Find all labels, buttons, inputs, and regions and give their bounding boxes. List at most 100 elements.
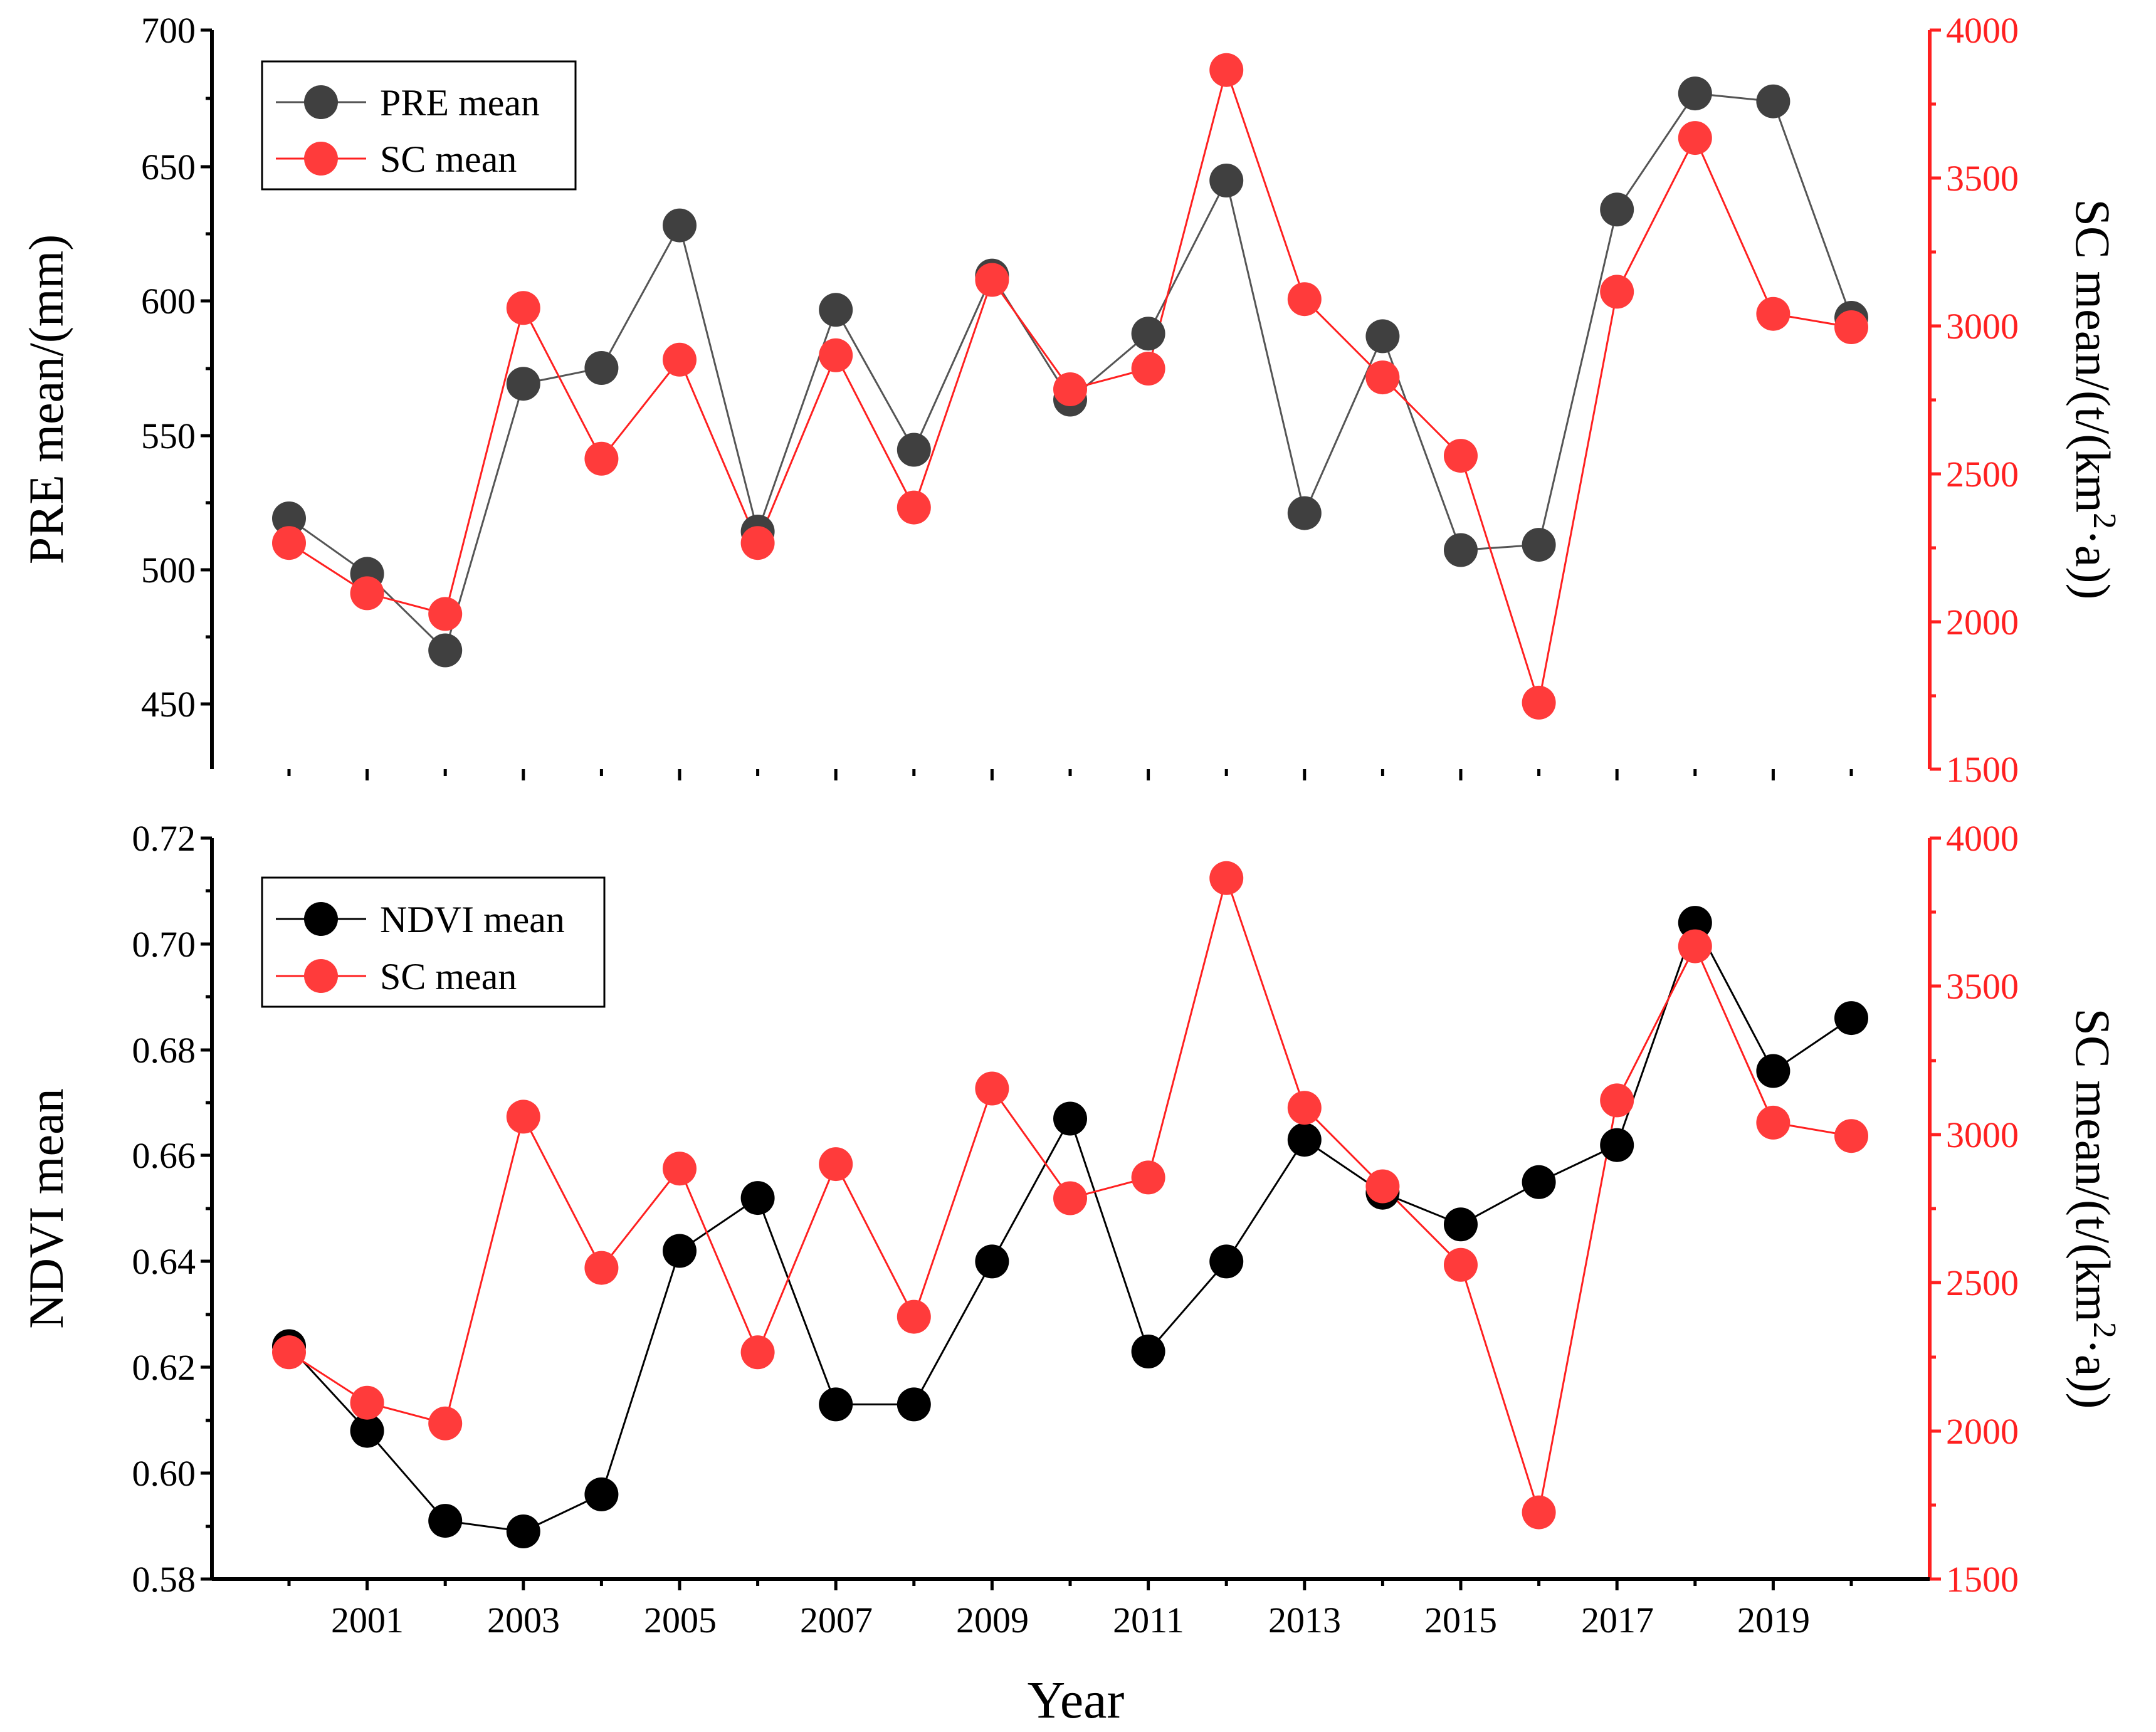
top-sc-mean-point-2006	[740, 526, 775, 560]
top-legend-pre-marker	[304, 85, 338, 119]
bottom-right-tick-labels: 4000 3500 3000 2500 2000 1500	[1946, 818, 2019, 1600]
top-sc-mean-points	[272, 53, 1868, 720]
bottom-right-tick-label: 2500	[1946, 1262, 2019, 1303]
bottom-sc-mean-point-2008	[897, 1299, 931, 1334]
x-tick-label: 2005	[644, 1600, 717, 1640]
bottom-sc-mean-point-2015	[1444, 1247, 1478, 1282]
bottom-sc-mean-point-2009	[975, 1071, 1009, 1106]
bottom-left-axis-title: NDVI mean	[19, 1088, 73, 1328]
bottom-legend-ndvi-marker	[304, 902, 338, 936]
x-tick-label: 2013	[1268, 1600, 1341, 1640]
top-pre-mean-point-2013	[1287, 496, 1322, 530]
top-panel: 700 650 600 550 500 450 PRE mean/(mm)	[19, 10, 2123, 790]
bottom-x-axis: 2001 2003 2005 2007 2009 2011 2013 2015 …	[212, 1577, 1930, 1729]
bottom-sc-mean-point-2006	[740, 1335, 775, 1370]
bottom-ndvi-mean-point-2012	[1209, 1244, 1244, 1279]
bottom-left-ticks	[201, 836, 212, 1581]
top-right-tick-label: 3000	[1946, 306, 2019, 347]
top-sc-mean-point-2020	[1834, 310, 1868, 344]
bottom-left-tick-label: 0.60	[132, 1453, 196, 1494]
top-pre-mean-point-2011	[1131, 317, 1165, 351]
x-tick-label: 2015	[1424, 1600, 1497, 1640]
bottom-right-axis-title: SC mean/(t/(km2·a))	[2066, 1009, 2123, 1409]
top-sc-mean-point-2003	[506, 291, 540, 325]
bottom-ndvi-mean-point-2005	[663, 1234, 697, 1268]
bottom-ndvi-mean-line	[288, 920, 1852, 1533]
bottom-sc-mean-point-2005	[663, 1152, 697, 1186]
top-sc-mean-point-2018	[1678, 121, 1712, 155]
top-left-ticks	[201, 28, 212, 706]
top-sc-mean-point-2007	[819, 338, 853, 372]
top-left-tick-label: 550	[141, 416, 196, 456]
x-tick-label: 2011	[1113, 1600, 1184, 1640]
top-sc-mean-point-2005	[663, 342, 697, 377]
top-legend: PRE mean SC mean	[261, 60, 577, 191]
top-pre-mean-point-2003	[506, 367, 540, 401]
bottom-left-tick-label: 0.70	[132, 924, 196, 965]
bottom-left-axis: 0.72 0.70 0.68 0.66 0.64 0.62 0.60 0.58 …	[19, 818, 214, 1600]
bottom-sc-mean-point-2004	[584, 1251, 619, 1285]
bottom-sc-mean-point-2020	[1834, 1119, 1868, 1153]
x-axis-ticks	[287, 1579, 1853, 1590]
bottom-right-tick-label: 2000	[1946, 1411, 2019, 1452]
x-axis-tick-labels: 2001 2003 2005 2007 2009 2011 2013 2015 …	[331, 1600, 1810, 1640]
top-sc-mean-point-2012	[1209, 53, 1244, 87]
top-right-tick-label: 4000	[1946, 10, 2019, 51]
bottom-ndvi-mean-point-2007	[819, 1387, 853, 1422]
top-sc-mean-point-2004	[584, 441, 619, 476]
top-pre-mean-point-2000	[272, 501, 306, 535]
bottom-ndvi-mean-point-2011	[1131, 1335, 1165, 1368]
bottom-left-tick-label: 0.68	[132, 1030, 196, 1071]
top-x-axis-ticks	[287, 769, 1853, 780]
top-sc-mean-point-2014	[1365, 360, 1400, 395]
top-pre-mean-point-2008	[897, 433, 931, 467]
bottom-sc-mean-point-2010	[1053, 1181, 1087, 1215]
top-pre-mean-point-2018	[1678, 76, 1712, 111]
top-left-tick-label: 700	[141, 10, 196, 51]
bottom-ndvi-mean-point-2009	[975, 1244, 1009, 1279]
top-pre-mean-point-2015	[1444, 533, 1478, 567]
bottom-legend: NDVI mean SC mean	[261, 876, 606, 1008]
top-sc-mean-point-2001	[350, 576, 384, 611]
bottom-left-tick-label: 0.66	[132, 1135, 196, 1176]
top-right-tick-label: 1500	[1946, 749, 2019, 790]
top-legend-sc-marker	[304, 142, 338, 176]
x-tick-label: 2017	[1581, 1600, 1654, 1640]
bottom-right-tick-label: 3500	[1946, 966, 2019, 1007]
bottom-plot-area	[272, 861, 1868, 1548]
bottom-sc-mean-point-2007	[819, 1147, 853, 1182]
top-pre-mean-point-2016	[1522, 528, 1556, 562]
bottom-ndvi-mean-point-2017	[1600, 1128, 1634, 1162]
bottom-sc-mean-point-2002	[428, 1406, 463, 1441]
bottom-sc-mean-point-2001	[350, 1385, 384, 1420]
top-pre-mean-point-2017	[1600, 192, 1634, 227]
bottom-ndvi-mean-point-2013	[1287, 1123, 1322, 1157]
bottom-sc-mean-point-2017	[1600, 1083, 1634, 1118]
bottom-right-tick-label: 4000	[1946, 818, 2019, 859]
x-axis-title: Year	[1028, 1671, 1125, 1729]
bottom-ndvi-mean-point-2016	[1522, 1165, 1556, 1199]
bottom-panel: 0.72 0.70 0.68 0.66 0.64 0.62 0.60 0.58 …	[19, 818, 2123, 1729]
top-sc-mean-point-2009	[975, 263, 1009, 297]
top-legend-sc-label: SC mean	[380, 139, 517, 180]
top-pre-mean-point-2014	[1365, 319, 1400, 354]
x-tick-label: 2009	[956, 1600, 1029, 1640]
top-sc-mean-point-2016	[1522, 685, 1556, 720]
top-left-tick-label: 650	[141, 147, 196, 187]
top-left-axis: 700 650 600 550 500 450 PRE mean/(mm)	[19, 10, 214, 769]
top-sc-mean-point-2011	[1131, 352, 1165, 386]
top-left-tick-label: 600	[141, 281, 196, 322]
bottom-sc-mean-point-2019	[1756, 1105, 1791, 1140]
bottom-left-tick-label: 0.58	[132, 1559, 196, 1600]
top-sc-mean-point-2013	[1287, 282, 1322, 317]
top-sc-mean-point-2015	[1444, 439, 1478, 473]
bottom-right-tick-label: 3000	[1946, 1115, 2019, 1155]
x-tick-label: 2001	[331, 1600, 404, 1640]
bottom-ndvi-mean-point-2020	[1834, 1001, 1868, 1036]
top-pre-mean-point-2019	[1756, 84, 1791, 118]
top-pre-mean-point-2005	[663, 208, 697, 243]
top-right-axis-title: SC mean/(t/(km2·a))	[2066, 199, 2123, 600]
bottom-sc-mean-point-2011	[1131, 1160, 1165, 1195]
top-pre-mean-point-2007	[819, 293, 853, 327]
